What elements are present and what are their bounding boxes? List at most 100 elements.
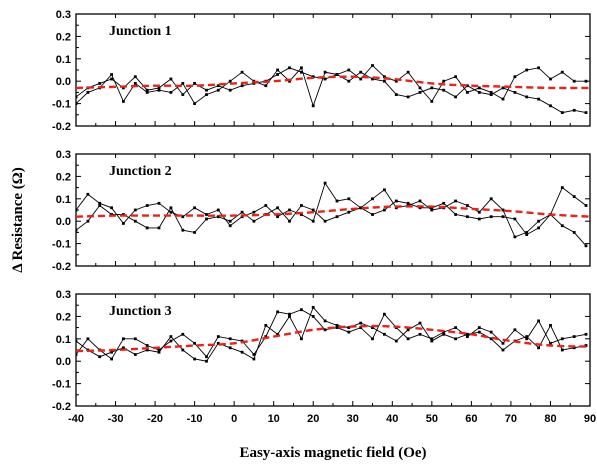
- data-point: [430, 208, 434, 212]
- data-point: [240, 350, 244, 354]
- data-point: [359, 326, 363, 329]
- data-point: [335, 199, 339, 203]
- panel-junction-3: -0.2 -0.1 0.0 0.1 0.2 0.3 Junction 3: [52, 289, 591, 413]
- data-point: [454, 337, 457, 341]
- data-point: [394, 206, 398, 210]
- data-point: [169, 206, 173, 210]
- data-point: [157, 86, 161, 90]
- data-point: [525, 337, 529, 341]
- data-point: [181, 228, 185, 232]
- data-point: [418, 206, 422, 210]
- data-point: [86, 192, 90, 196]
- data-point: [560, 186, 564, 189]
- data-point: [466, 332, 469, 336]
- data-point: [145, 204, 149, 207]
- x-tick-label: -10: [187, 413, 203, 425]
- data-point: [323, 328, 327, 332]
- data-point: [549, 77, 552, 81]
- data-point: [264, 84, 268, 88]
- data-point: [489, 215, 493, 219]
- data-point: [98, 355, 102, 359]
- data-point: [264, 335, 268, 338]
- data-point: [252, 219, 256, 223]
- data-point: [228, 79, 232, 83]
- data-point: [133, 75, 137, 79]
- data-point: [205, 93, 208, 96]
- data-point: [477, 330, 481, 334]
- data-point: [133, 82, 137, 85]
- data-point: [76, 353, 78, 356]
- data-point: [216, 84, 220, 88]
- data-point: [489, 93, 493, 96]
- data-point: [193, 102, 196, 105]
- data-point: [477, 91, 481, 94]
- y-tick-label: 0.1: [56, 194, 71, 206]
- data-point: [347, 68, 351, 72]
- y-tick-label: 0.2: [56, 171, 71, 183]
- data-point: [193, 341, 196, 345]
- data-point: [572, 231, 576, 234]
- data-point: [406, 201, 410, 205]
- data-point: [323, 77, 327, 81]
- data-point: [181, 215, 185, 219]
- data-point: [560, 224, 564, 228]
- data-point: [300, 66, 303, 70]
- y-tick-label: 0.3: [56, 9, 71, 21]
- data-point: [240, 84, 244, 88]
- data-point: [454, 199, 457, 203]
- data-point: [442, 88, 446, 92]
- data-point: [76, 95, 78, 99]
- data-point: [335, 215, 339, 219]
- panel-junction-2: -0.2 -0.1 0.0 0.1 0.2 0.3 Junction 2: [52, 149, 591, 273]
- data-point: [300, 213, 303, 216]
- data-point: [347, 210, 351, 214]
- data-point: [513, 328, 517, 332]
- data-point: [157, 201, 161, 205]
- data-point: [157, 88, 161, 92]
- data-point: [383, 75, 386, 79]
- x-tick-label: 10: [268, 413, 280, 425]
- data-point: [157, 226, 161, 230]
- data-point: [157, 350, 161, 354]
- data-point: [489, 337, 493, 341]
- data-point: [537, 66, 540, 70]
- data-point: [169, 335, 173, 338]
- fit-curve: [76, 205, 590, 218]
- data-point: [347, 330, 351, 334]
- data-point: [359, 70, 363, 74]
- data-point: [216, 341, 220, 345]
- data-point: [145, 91, 149, 94]
- data-point: [193, 206, 196, 210]
- data-point: [264, 324, 268, 327]
- x-tick-label: 20: [307, 413, 319, 425]
- data-point: [311, 208, 315, 212]
- data-point: [169, 91, 173, 94]
- data-point: [430, 100, 434, 103]
- data-point: [383, 188, 386, 192]
- data-point: [549, 341, 552, 345]
- data-point: [76, 208, 78, 212]
- series-group: [76, 306, 590, 363]
- data-point: [157, 348, 161, 352]
- data-point: [572, 346, 576, 350]
- data-point: [335, 326, 339, 329]
- x-tick-label: -40: [68, 413, 84, 425]
- data-point: [110, 73, 113, 76]
- data-point: [323, 181, 327, 185]
- data-point: [525, 231, 529, 234]
- data-point: [264, 204, 268, 207]
- data-point: [181, 348, 185, 352]
- data-point: [133, 219, 137, 223]
- data-point: [276, 310, 279, 314]
- data-point: [359, 321, 363, 325]
- data-point: [489, 91, 493, 94]
- data-point: [323, 219, 327, 223]
- data-point: [122, 222, 125, 225]
- y-tick-label: 0.2: [56, 311, 71, 323]
- data-point: [466, 204, 469, 207]
- data-point: [537, 346, 540, 350]
- data-point: [335, 324, 339, 327]
- data-point: [406, 70, 410, 74]
- data-point: [228, 219, 232, 223]
- data-point: [418, 199, 422, 203]
